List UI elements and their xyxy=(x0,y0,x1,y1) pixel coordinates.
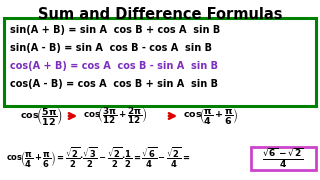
Text: $\mathbf{cos\!\left(\dfrac{3\pi}{12}+\dfrac{2\pi}{12}\right)}$: $\mathbf{cos\!\left(\dfrac{3\pi}{12}+\df… xyxy=(83,106,148,126)
Text: Sum and Difference Formulas: Sum and Difference Formulas xyxy=(38,7,282,22)
Text: sin(A - B) = sin A  cos B - cos A  sin B: sin(A - B) = sin A cos B - cos A sin B xyxy=(10,43,212,53)
Text: cos(A - B) = cos A  cos B + sin A  sin B: cos(A - B) = cos A cos B + sin A sin B xyxy=(10,79,218,89)
FancyBboxPatch shape xyxy=(4,18,316,106)
FancyBboxPatch shape xyxy=(251,147,316,170)
Text: $\mathbf{cos\!\left(\dfrac{5\pi}{12}\right)}$: $\mathbf{cos\!\left(\dfrac{5\pi}{12}\rig… xyxy=(20,105,63,127)
Text: sin(A + B) = sin A  cos B + cos A  sin B: sin(A + B) = sin A cos B + cos A sin B xyxy=(10,25,220,35)
Text: $\mathbf{cos\!\left(\dfrac{\pi}{4}+\dfrac{\pi}{6}\right)}$: $\mathbf{cos\!\left(\dfrac{\pi}{4}+\dfra… xyxy=(183,106,239,126)
Text: cos(A + B) = cos A  cos B - sin A  sin B: cos(A + B) = cos A cos B - sin A sin B xyxy=(10,61,218,71)
Text: $\mathbf{cos\!\left(\dfrac{\pi}{4}+\dfrac{\pi}{6}\right)=\dfrac{\sqrt{2}}{2}{\cd: $\mathbf{cos\!\left(\dfrac{\pi}{4}+\dfra… xyxy=(6,146,190,170)
Text: $\mathbf{\dfrac{\sqrt{6}-\sqrt{2}}{4}}$: $\mathbf{\dfrac{\sqrt{6}-\sqrt{2}}{4}}$ xyxy=(262,146,304,170)
